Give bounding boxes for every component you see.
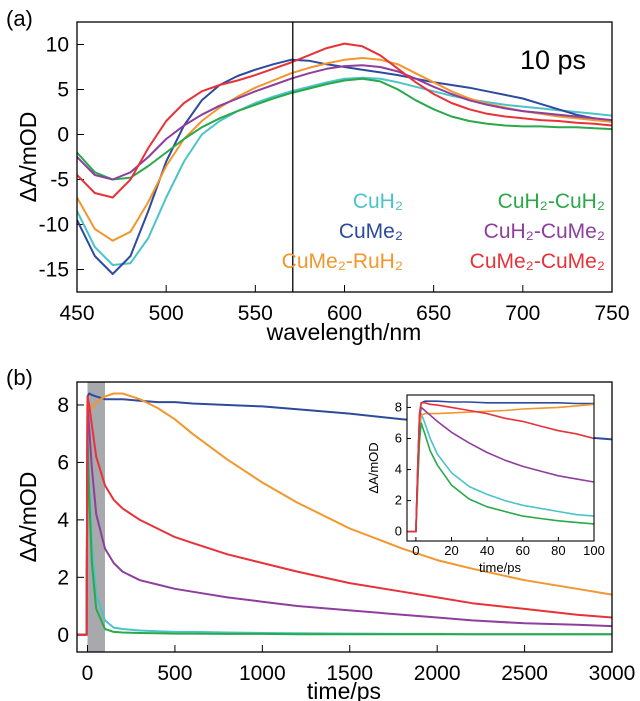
panel-a-x-tick-label: 550 (238, 302, 273, 325)
legend-entry-cume2-ruh2: CuMe₂-RuH₂ (282, 250, 403, 273)
panel-a-series-cume2-cume2 (77, 42, 612, 199)
panel-a-x-tick-label: 650 (416, 302, 451, 325)
panel-a-x-tick-label: 750 (594, 302, 629, 325)
panel-a-series-cuh2 (77, 76, 612, 266)
panel-a-series-cuh2-cuh2 (77, 77, 612, 181)
panel-b-series-cuh2-cuh2 (77, 432, 612, 636)
inset-background (407, 395, 594, 541)
panel-a-xlabel: wavelength/nm (266, 319, 422, 345)
panel-a-legend: CuH₂ CuMe₂ CuMe₂-RuH₂ CuH₂-CuH₂ CuH₂-CuM… (282, 190, 605, 273)
panel-b-frame (76, 381, 613, 653)
panel-b-y-tick-label: 8 (57, 394, 69, 417)
inset-x-tick-label: 80 (551, 543, 565, 558)
panel-a-annotation: 10 ps (520, 45, 586, 75)
legend-entry-cuh2-cuh2: CuH₂-CuH₂ (498, 190, 605, 213)
inset-frame (406, 394, 595, 542)
inset-x-tick-label: 40 (480, 543, 494, 558)
panel-b-y-tick-label: 6 (57, 451, 69, 474)
panel-b-x-tick-label: 0 (82, 662, 94, 685)
panel-b-label: (b) (6, 365, 33, 390)
inset-series-cume2-cume2 (407, 401, 594, 533)
panel-a-frame (76, 21, 613, 293)
legend-entry-cuh2: CuH₂ (353, 190, 403, 213)
panel-a-x-tick-label: 700 (505, 302, 540, 325)
inset-chart: 0 20 40 60 80 100 0 2 4 6 8 time/ps ΔA/mOD (366, 394, 605, 575)
inset-x-tick-label: 20 (444, 543, 458, 558)
inset-ylabel: ΔA/mOD (366, 442, 381, 493)
panel-b-series-cuh2-cume2 (77, 404, 612, 636)
panel-a-ylabel: ΔA/mOD (15, 112, 41, 203)
legend-entry-cume2-cume2: CuMe₂-CuMe₂ (470, 250, 605, 273)
panel-b-x-tick-label: 500 (157, 662, 192, 685)
inset-x-tick-label: 60 (516, 543, 530, 558)
inset-y-tick-label: 0 (395, 524, 402, 539)
inset-series (407, 400, 594, 533)
panel-b-series-cume2-cume2 (77, 395, 612, 636)
panel-a-y-tick-label: -15 (39, 259, 69, 282)
panel-a-y-tick-label: 5 (57, 79, 69, 102)
panel-a: (a) 450 500 550 600 650 700 750 -15 -10 -5 0 5 10 10… (6, 6, 630, 345)
panel-b-series-cume2-ruh2 (77, 392, 612, 636)
panel-b-y-tick-label: 0 (57, 624, 69, 647)
panel-a-series (77, 42, 612, 275)
inset-x-tick-label: 100 (583, 543, 605, 558)
panel-b-x-tick-label: 2000 (414, 662, 461, 685)
panel-b-ylabel: ΔA/mOD (15, 472, 41, 563)
panel-b-y-tick-label: 2 (57, 566, 69, 589)
panel-b-x-tick-label: 1000 (239, 662, 286, 685)
inset-y-tick-label: 8 (395, 399, 402, 414)
inset-xlabel: time/ps (479, 560, 521, 575)
panel-a-y-tick-label: 10 (46, 34, 69, 57)
inset-y-tick-label: 4 (395, 462, 402, 477)
legend-entry-cuh2-cume2: CuH₂-CuMe₂ (484, 220, 605, 243)
panel-a-x-tick-label: 450 (59, 302, 94, 325)
panel-a-y-tick-label: 0 (57, 124, 69, 147)
panel-a-label: (a) (6, 6, 33, 31)
panel-b-x-tick-label: 1500 (326, 662, 373, 685)
inset-x-tick-label: 0 (412, 543, 419, 558)
panel-a-x-tick-label: 500 (149, 302, 184, 325)
panel-b-y-tick-label: 4 (57, 509, 69, 532)
panel-a-y-tick-label: -10 (39, 214, 69, 237)
inset-y-tick-label: 2 (395, 493, 402, 508)
panel-b-x-tick-label: 2500 (501, 662, 548, 685)
inset-y-tick-label: 6 (395, 430, 402, 445)
panel-b-xlabel: time/ps (307, 678, 381, 701)
panel-a-x-tick-label: 600 (327, 302, 362, 325)
panel-b-x-tick-label: 3000 (589, 662, 636, 685)
legend-entry-cume2: CuMe₂ (339, 220, 403, 243)
panel-a-series-cuh2-cume2 (77, 64, 612, 181)
panel-a-y-tick-label: -5 (50, 169, 69, 192)
inset-ticks: 0 20 40 60 80 100 0 2 4 6 8 (395, 399, 605, 558)
panel-a-ticks: 450 500 550 600 650 700 750 -15 -10 -5 0 5 10 (39, 34, 630, 326)
